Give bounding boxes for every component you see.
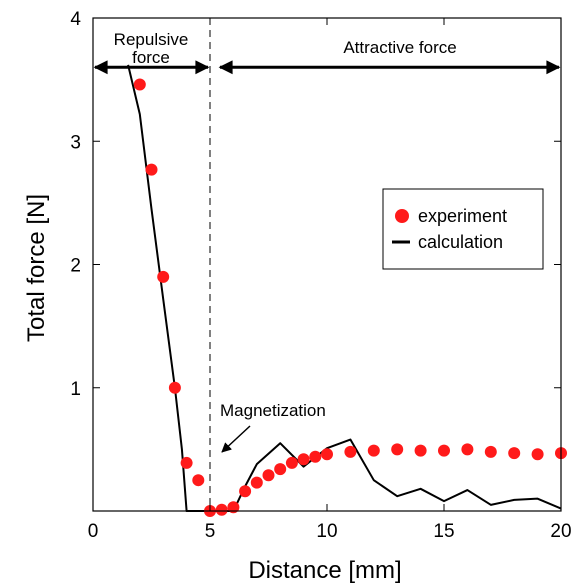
- experiment-point: [250, 476, 263, 489]
- experiment-point: [262, 469, 275, 482]
- y-tick-label: 1: [70, 379, 81, 400]
- experiment-point: [157, 270, 170, 283]
- axis-ticks: 0 5 10 15 20 1 2 3 4: [70, 9, 571, 542]
- y-tick-label: 3: [70, 132, 81, 153]
- experiment-point: [192, 474, 205, 487]
- experiment-point: [227, 501, 240, 514]
- experiment-point: [531, 448, 544, 461]
- legend-experiment-label: experiment: [418, 206, 507, 226]
- experiment-point: [239, 485, 252, 498]
- calculation-series-line: [127, 64, 562, 512]
- repulsive-label-line1: Repulsive: [114, 30, 189, 49]
- experiment-point: [180, 456, 193, 469]
- x-tick-label: 5: [205, 521, 216, 542]
- experiment-point: [145, 163, 158, 176]
- experiment-point: [309, 450, 322, 463]
- experiment-point: [285, 456, 298, 469]
- experiment-point: [391, 443, 404, 456]
- experiment-point: [367, 444, 380, 457]
- experiment-point: [274, 463, 287, 476]
- attractive-label: Attractive force: [343, 38, 456, 57]
- y-tick-label: 4: [70, 9, 81, 30]
- experiment-point: [133, 78, 146, 91]
- x-tick-label: 0: [88, 521, 99, 542]
- experiment-point: [484, 445, 497, 458]
- x-axis-title: Distance [mm]: [248, 557, 401, 584]
- experiment-point: [344, 445, 357, 458]
- experiment-point: [414, 444, 427, 457]
- experiment-point: [508, 447, 521, 460]
- experiment-point: [438, 444, 450, 457]
- experiment-point: [297, 453, 310, 466]
- x-tick-label: 10: [316, 521, 337, 542]
- legend: experiment calculation: [382, 188, 544, 270]
- experiment-point: [168, 381, 181, 394]
- repulsive-label-line2: force: [132, 48, 170, 67]
- x-tick-label: 20: [550, 521, 571, 542]
- magnetization-label: Magnetization: [220, 401, 326, 420]
- plot-marks: [93, 18, 567, 517]
- legend-calculation-label: calculation: [418, 232, 503, 252]
- experiment-point: [321, 448, 333, 461]
- x-tick-label: 15: [433, 521, 454, 542]
- y-tick-label: 2: [70, 256, 81, 277]
- experiment-point: [215, 503, 228, 516]
- legend-experiment-marker: [395, 209, 409, 223]
- legend-box: [382, 188, 544, 270]
- magnetization-arrow: [221, 425, 251, 453]
- experiment-point: [461, 443, 474, 456]
- y-axis-title: Total force [N]: [23, 194, 50, 342]
